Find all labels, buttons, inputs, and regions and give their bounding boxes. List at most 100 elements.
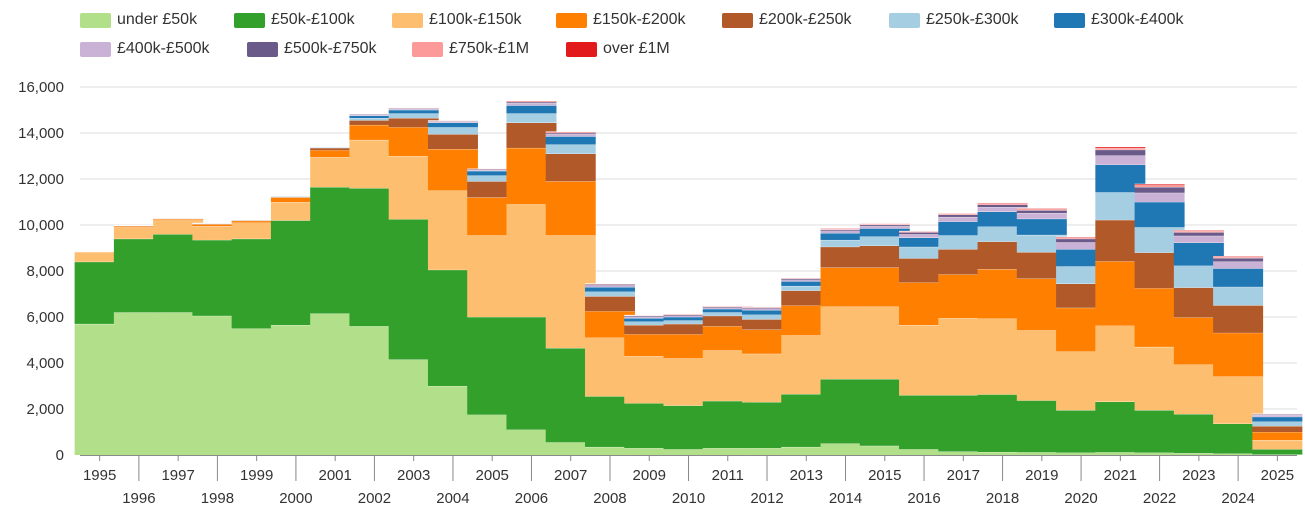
bar-segment[interactable] bbox=[820, 228, 871, 230]
bar-segment[interactable] bbox=[1213, 305, 1264, 333]
legend-item[interactable]: under £50k bbox=[80, 11, 197, 29]
bar-segment[interactable] bbox=[1213, 332, 1264, 377]
bar-segment[interactable] bbox=[624, 448, 675, 455]
bar-segment[interactable] bbox=[663, 449, 714, 455]
bar-segment[interactable] bbox=[1213, 256, 1264, 259]
bar-segment[interactable] bbox=[899, 234, 950, 238]
bar-segment[interactable] bbox=[899, 232, 950, 235]
bar-segment[interactable] bbox=[1056, 236, 1107, 238]
bar-segment[interactable] bbox=[781, 278, 832, 280]
bar-segment[interactable] bbox=[781, 446, 832, 455]
bar-segment[interactable] bbox=[506, 101, 557, 102]
bar-segment[interactable] bbox=[624, 316, 675, 319]
bar-segment[interactable] bbox=[349, 114, 400, 115]
bar-segment[interactable] bbox=[1252, 432, 1303, 441]
bar-segment[interactable] bbox=[977, 211, 1028, 227]
bar-segment[interactable] bbox=[1134, 187, 1185, 193]
legend-item[interactable]: £250k-£300k bbox=[889, 11, 1019, 29]
bar-segment[interactable] bbox=[977, 204, 1028, 208]
bar-segment[interactable] bbox=[584, 285, 635, 288]
legend-item[interactable]: £50k-£100k bbox=[234, 11, 355, 29]
bar-segment[interactable] bbox=[663, 314, 714, 316]
bar-segment[interactable] bbox=[1252, 426, 1303, 432]
bar-segment[interactable] bbox=[899, 449, 950, 455]
bar-segment[interactable] bbox=[1252, 421, 1303, 427]
bar-segment[interactable] bbox=[584, 284, 635, 286]
bar-segment[interactable] bbox=[702, 448, 753, 455]
bar-segment[interactable] bbox=[584, 287, 635, 292]
bar-segment[interactable] bbox=[702, 312, 753, 316]
bar-segment[interactable] bbox=[899, 246, 950, 259]
bar-segment[interactable] bbox=[388, 109, 439, 110]
bar-segment[interactable] bbox=[310, 147, 361, 151]
legend-item[interactable]: £300k-£400k bbox=[1054, 11, 1184, 29]
legend-item[interactable]: £400k-£500k bbox=[80, 40, 210, 58]
bar-segment[interactable] bbox=[545, 132, 596, 133]
bar-segment[interactable] bbox=[467, 170, 518, 171]
bar-segment[interactable] bbox=[1056, 238, 1107, 243]
bar-segment[interactable] bbox=[1213, 258, 1264, 262]
bar-segment[interactable] bbox=[820, 229, 871, 231]
legend-item[interactable]: over £1M bbox=[566, 40, 670, 58]
bar-segment[interactable] bbox=[1095, 452, 1146, 455]
bar-segment[interactable] bbox=[1173, 235, 1224, 243]
bar-segment[interactable] bbox=[742, 448, 793, 455]
bar-segment[interactable] bbox=[820, 230, 871, 234]
bar-segment[interactable] bbox=[663, 315, 714, 317]
bar-segment[interactable] bbox=[1252, 449, 1303, 455]
bar-segment[interactable] bbox=[820, 239, 871, 247]
bar-segment[interactable] bbox=[388, 108, 439, 110]
legend-item[interactable]: £150k-£200k bbox=[556, 11, 686, 29]
bar-segment[interactable] bbox=[349, 118, 400, 121]
bar-segment[interactable] bbox=[1173, 242, 1224, 266]
bar-segment[interactable] bbox=[113, 226, 164, 228]
bar-segment[interactable] bbox=[1252, 414, 1303, 417]
bar-segment[interactable] bbox=[859, 245, 910, 268]
bar-segment[interactable] bbox=[231, 220, 282, 223]
bar-segment[interactable] bbox=[702, 307, 753, 309]
bar-segment[interactable] bbox=[702, 308, 753, 313]
bar-segment[interactable] bbox=[624, 318, 675, 322]
bar-segment[interactable] bbox=[742, 307, 793, 309]
bar-segment[interactable] bbox=[349, 120, 400, 125]
bar-segment[interactable] bbox=[153, 220, 204, 235]
bar-segment[interactable] bbox=[977, 203, 1028, 205]
bar-segment[interactable] bbox=[584, 446, 635, 455]
bar-segment[interactable] bbox=[663, 323, 714, 335]
bar-segment[interactable] bbox=[624, 315, 675, 317]
bar-segment[interactable] bbox=[74, 251, 125, 253]
bar-segment[interactable] bbox=[545, 136, 596, 145]
bar-segment[interactable] bbox=[1213, 256, 1264, 257]
bar-segment[interactable] bbox=[859, 226, 910, 229]
bar-segment[interactable] bbox=[977, 226, 1028, 242]
bar-segment[interactable] bbox=[506, 101, 557, 104]
bar-segment[interactable] bbox=[545, 442, 596, 455]
bar-segment[interactable] bbox=[1134, 192, 1185, 202]
bar-segment[interactable] bbox=[310, 150, 361, 158]
bar-stack-2002[interactable] bbox=[349, 113, 400, 455]
bar-segment[interactable] bbox=[1016, 209, 1067, 211]
bar-stack-2025[interactable] bbox=[1252, 413, 1303, 455]
bar-segment[interactable] bbox=[427, 121, 478, 123]
bar-segment[interactable] bbox=[74, 252, 125, 262]
bar-segment[interactable] bbox=[467, 181, 518, 198]
bar-segment[interactable] bbox=[1016, 213, 1067, 219]
bar-segment[interactable] bbox=[545, 134, 596, 137]
bar-segment[interactable] bbox=[584, 296, 635, 312]
bar-segment[interactable] bbox=[545, 133, 596, 135]
bar-segment[interactable] bbox=[1213, 261, 1264, 269]
bar-segment[interactable] bbox=[859, 228, 910, 237]
bar-segment[interactable] bbox=[899, 237, 950, 247]
bar-segment[interactable] bbox=[781, 290, 832, 306]
bar-segment[interactable] bbox=[1016, 208, 1067, 210]
bar-segment[interactable] bbox=[349, 114, 400, 116]
bar-segment[interactable] bbox=[1016, 234, 1067, 253]
bar-segment[interactable] bbox=[1095, 155, 1146, 165]
bar-segment[interactable] bbox=[938, 221, 989, 236]
bar-segment[interactable] bbox=[1213, 286, 1264, 306]
bar-segment[interactable] bbox=[977, 452, 1028, 455]
bar-segment[interactable] bbox=[663, 320, 714, 324]
bar-segment[interactable] bbox=[584, 291, 635, 297]
bar-segment[interactable] bbox=[859, 224, 910, 227]
legend-item[interactable]: £500k-£750k bbox=[247, 40, 377, 58]
